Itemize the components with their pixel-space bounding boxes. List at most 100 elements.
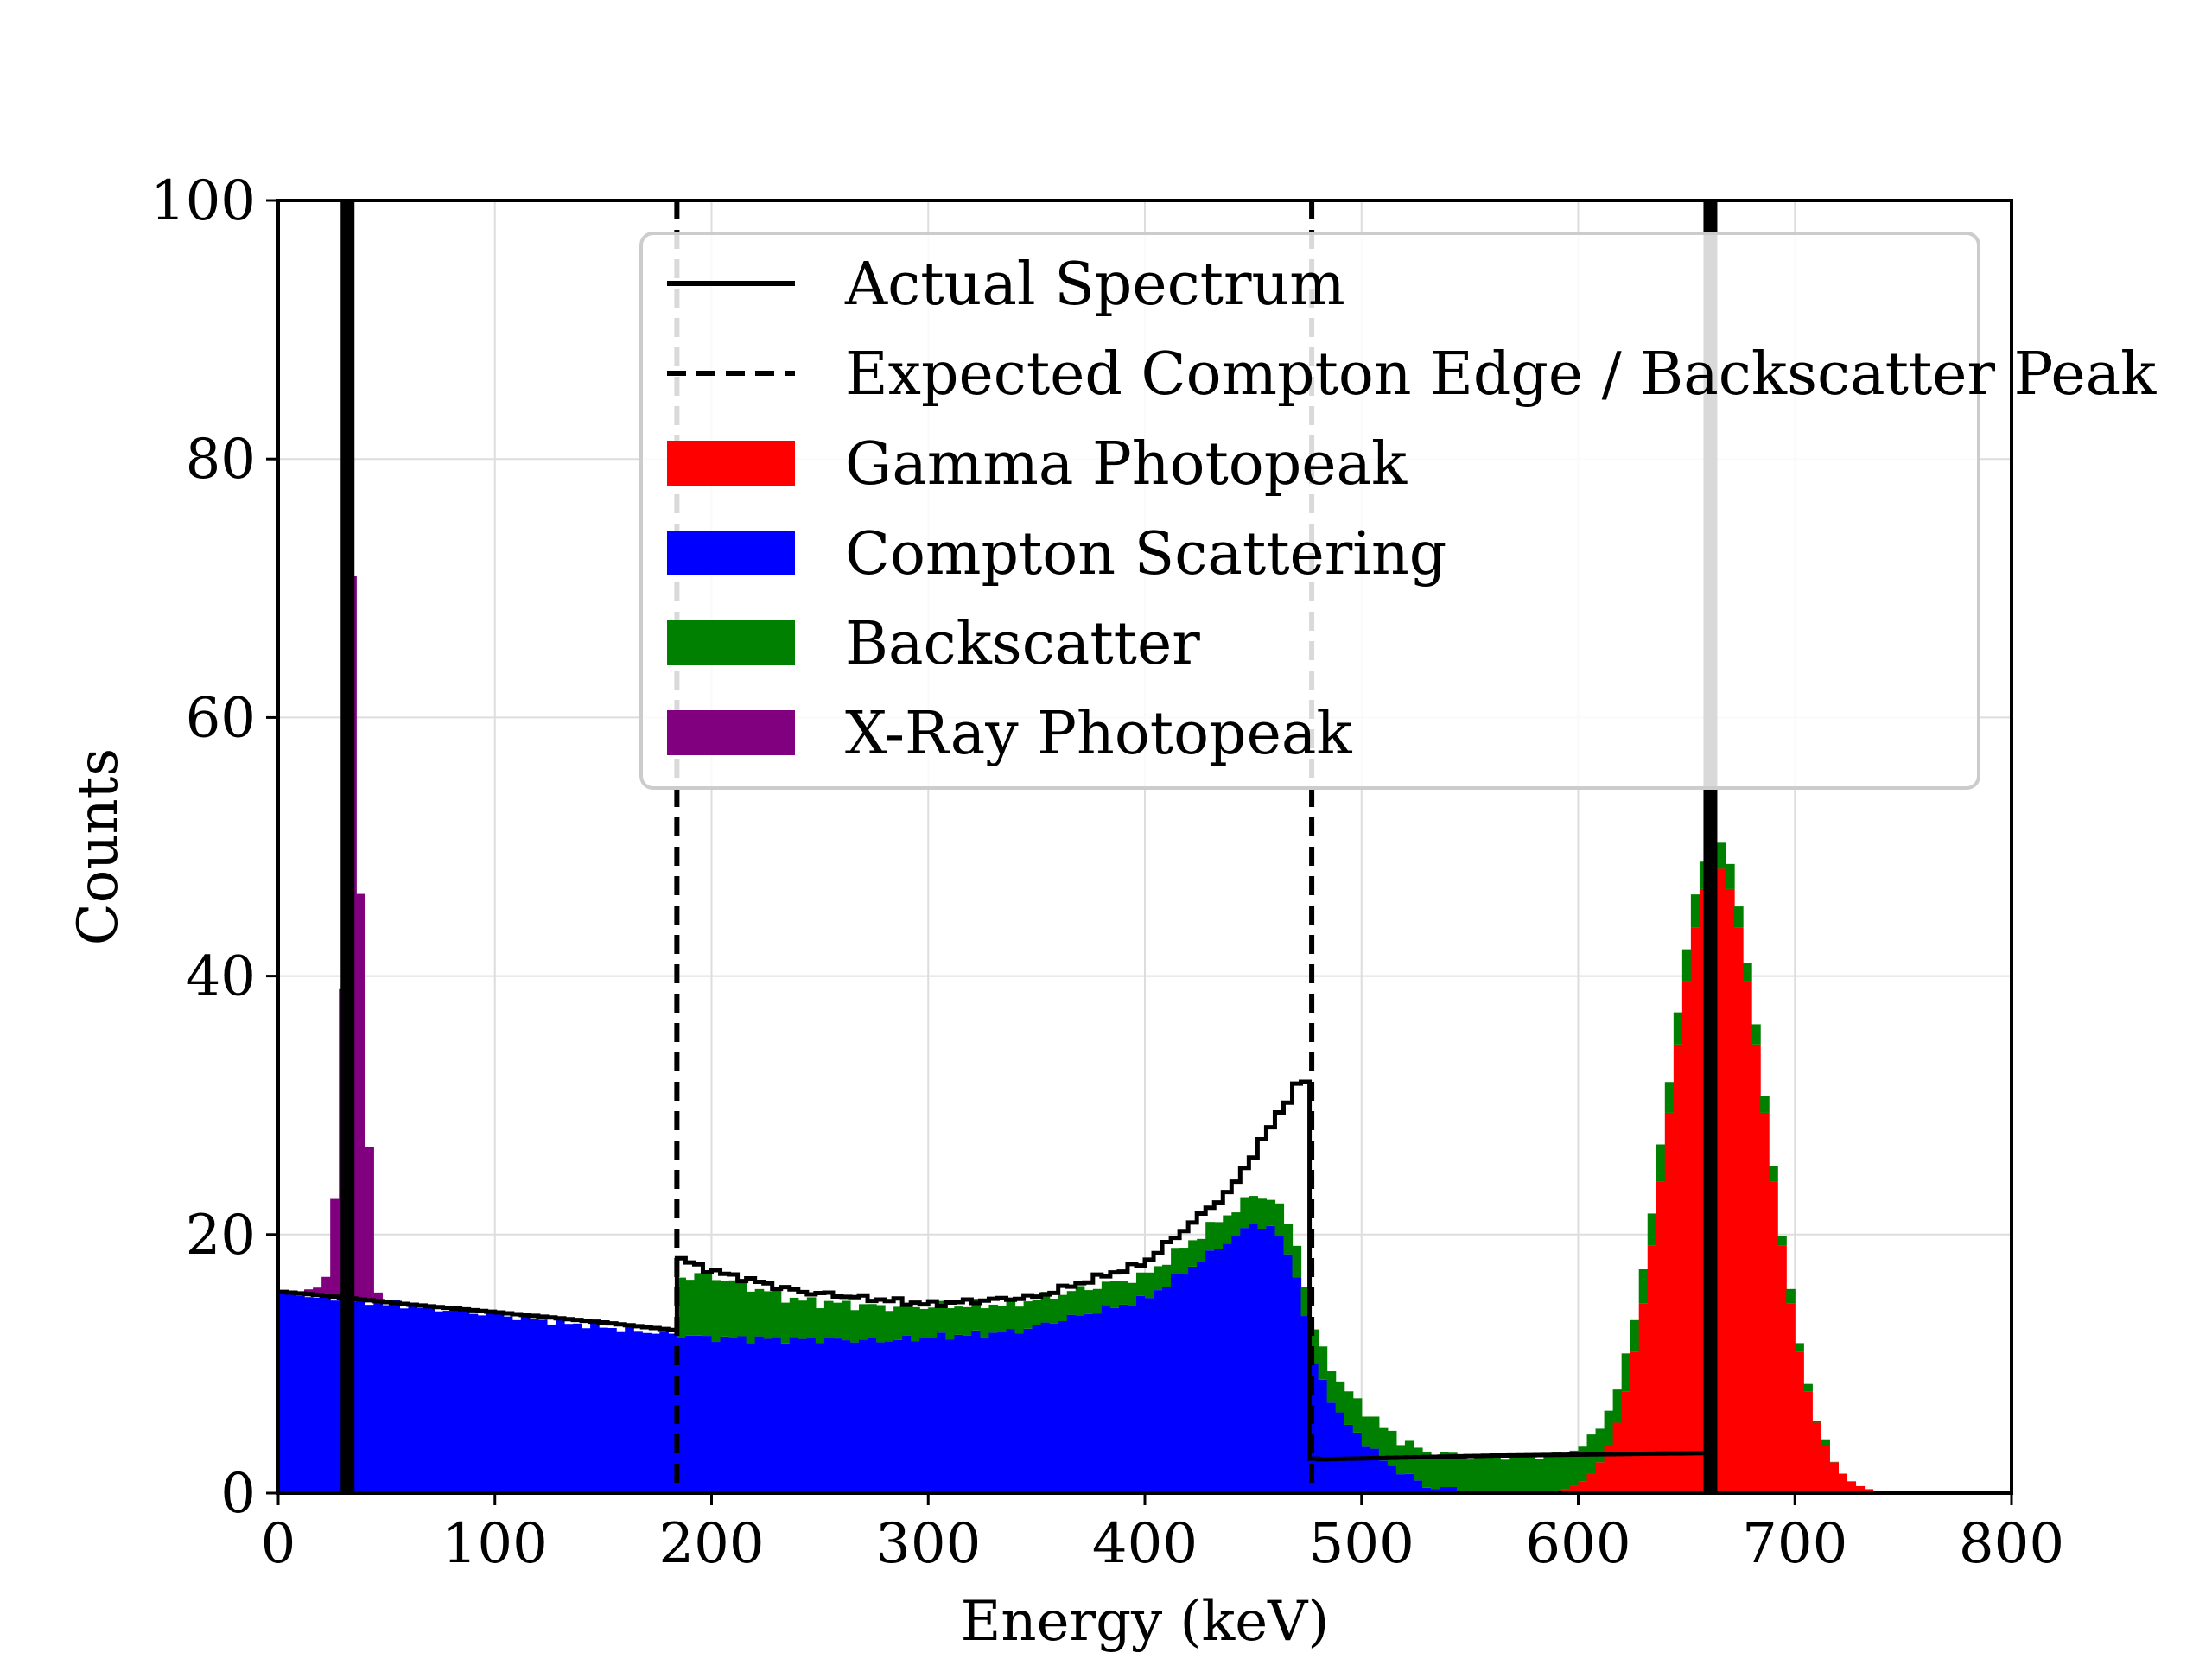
bar-gamma-photopeak <box>1795 1351 1804 1493</box>
bar-backscatter <box>746 1291 756 1344</box>
bar-compton-scattering <box>841 1340 851 1493</box>
bar-compton-scattering <box>1421 1487 1432 1493</box>
bar-backscatter <box>1197 1238 1206 1262</box>
bar-compton-scattering <box>919 1338 929 1493</box>
bar-compton-scattering <box>1413 1480 1423 1493</box>
x-tick-label: 200 <box>658 1512 764 1576</box>
bar-backscatter <box>763 1291 773 1339</box>
bar-gamma-photopeak <box>1838 1473 1848 1493</box>
bar-compton-scattering <box>382 1305 391 1493</box>
bar-compton-scattering <box>460 1309 470 1493</box>
bar-compton-scattering <box>1361 1446 1371 1493</box>
bar-compton-scattering <box>997 1332 1007 1493</box>
x-tick-label: 400 <box>1092 1512 1198 1576</box>
bar-compton-scattering <box>885 1341 894 1493</box>
legend-swatch-patch <box>667 620 795 665</box>
bar-backscatter <box>1769 1166 1778 1182</box>
bar-compton-scattering <box>408 1306 418 1493</box>
bar-compton-scattering <box>304 1297 314 1493</box>
bar-backscatter <box>1352 1398 1363 1433</box>
bar-compton-scattering <box>607 1327 617 1493</box>
bar-compton-scattering <box>902 1335 912 1493</box>
bar-compton-scattering <box>296 1295 305 1493</box>
bar-gamma-photopeak <box>1656 1181 1666 1493</box>
bar-compton-scattering <box>512 1319 522 1493</box>
bar-compton-scattering <box>806 1338 817 1493</box>
bar-compton-scattering <box>928 1338 938 1493</box>
bar-xray-photopeak <box>373 1292 383 1303</box>
x-tick-label: 0 <box>261 1512 296 1576</box>
bar-compton-scattering <box>1352 1432 1363 1493</box>
bar-compton-scattering <box>573 1323 582 1493</box>
bar-xray-photopeak <box>356 893 365 1301</box>
x-axis-label: Energy (keV) <box>961 1590 1330 1654</box>
bar-compton-scattering <box>391 1300 401 1493</box>
bar-gamma-photopeak <box>1569 1485 1580 1493</box>
bar-compton-scattering <box>442 1311 453 1493</box>
bar-backscatter <box>1552 1452 1562 1491</box>
bar-backscatter <box>1066 1291 1077 1315</box>
bar-backscatter <box>1266 1199 1276 1226</box>
bar-backscatter <box>1569 1450 1580 1486</box>
bar-compton-scattering <box>1370 1448 1380 1493</box>
y-tick-label: 80 <box>186 428 256 492</box>
bar-backscatter <box>1535 1459 1544 1493</box>
bar-compton-scattering <box>399 1308 410 1493</box>
bar-backscatter <box>849 1310 860 1343</box>
bar-backscatter <box>1734 906 1744 928</box>
bar-gamma-photopeak <box>1578 1481 1588 1493</box>
bar-backscatter <box>685 1280 696 1336</box>
bar-backscatter <box>1786 1288 1796 1304</box>
bar-backscatter <box>1517 1455 1527 1493</box>
bar-compton-scattering <box>477 1315 487 1493</box>
x-tick-label: 600 <box>1525 1512 1630 1576</box>
bar-compton-scattering <box>1135 1295 1146 1493</box>
legend-swatch-patch <box>667 441 795 486</box>
bar-compton-scattering <box>582 1328 591 1493</box>
bar-compton-scattering <box>1084 1313 1094 1493</box>
bar-backscatter <box>963 1306 972 1336</box>
bar-gamma-photopeak <box>1681 981 1692 1493</box>
bar-compton-scattering <box>503 1316 513 1493</box>
bar-backscatter <box>772 1290 782 1338</box>
bar-compton-scattering <box>868 1338 877 1493</box>
bar-compton-scattering <box>780 1343 791 1493</box>
bar-compton-scattering <box>893 1339 903 1493</box>
bar-compton-scattering <box>1387 1465 1397 1493</box>
bar-backscatter <box>1664 1082 1675 1113</box>
bar-gamma-photopeak <box>1847 1481 1857 1493</box>
bar-backscatter <box>1118 1281 1128 1305</box>
bar-compton-scattering <box>642 1332 652 1493</box>
bar-compton-scattering <box>625 1326 634 1493</box>
bar-backscatter <box>1604 1410 1614 1446</box>
x-tick-label: 700 <box>1742 1512 1847 1576</box>
y-tick-label: 20 <box>186 1204 256 1268</box>
bar-gamma-photopeak <box>1812 1422 1821 1493</box>
bar-backscatter <box>1440 1452 1449 1488</box>
bar-compton-scattering <box>1292 1277 1302 1493</box>
bar-compton-scattering <box>278 1293 288 1493</box>
bar-gamma-photopeak <box>1760 1112 1770 1493</box>
bar-compton-scattering <box>1154 1290 1163 1493</box>
bar-compton-scattering <box>1032 1325 1042 1493</box>
bar-compton-scattering <box>1404 1473 1414 1493</box>
bar-backscatter <box>945 1308 955 1340</box>
bar-compton-scattering <box>616 1331 626 1493</box>
bar-compton-scattering <box>728 1338 739 1493</box>
bar-gamma-photopeak <box>1673 1044 1683 1493</box>
bar-compton-scattering <box>486 1312 496 1493</box>
bar-backscatter <box>1612 1389 1623 1423</box>
bar-compton-scattering <box>563 1324 574 1493</box>
bar-backscatter <box>1032 1300 1042 1325</box>
bar-gamma-photopeak <box>1560 1489 1571 1493</box>
bar-compton-scattering <box>911 1341 920 1493</box>
legend: Actual Spectrum Expected Compton Edge / B… <box>639 232 2157 790</box>
bar-compton-scattering <box>1318 1379 1328 1493</box>
bar-backscatter <box>1205 1222 1215 1251</box>
bar-backscatter <box>919 1308 929 1338</box>
bar-gamma-photopeak <box>1726 888 1735 1493</box>
bar-compton-scattering <box>1214 1249 1224 1493</box>
bar-backscatter <box>937 1300 946 1333</box>
bar-compton-scattering <box>659 1331 669 1493</box>
